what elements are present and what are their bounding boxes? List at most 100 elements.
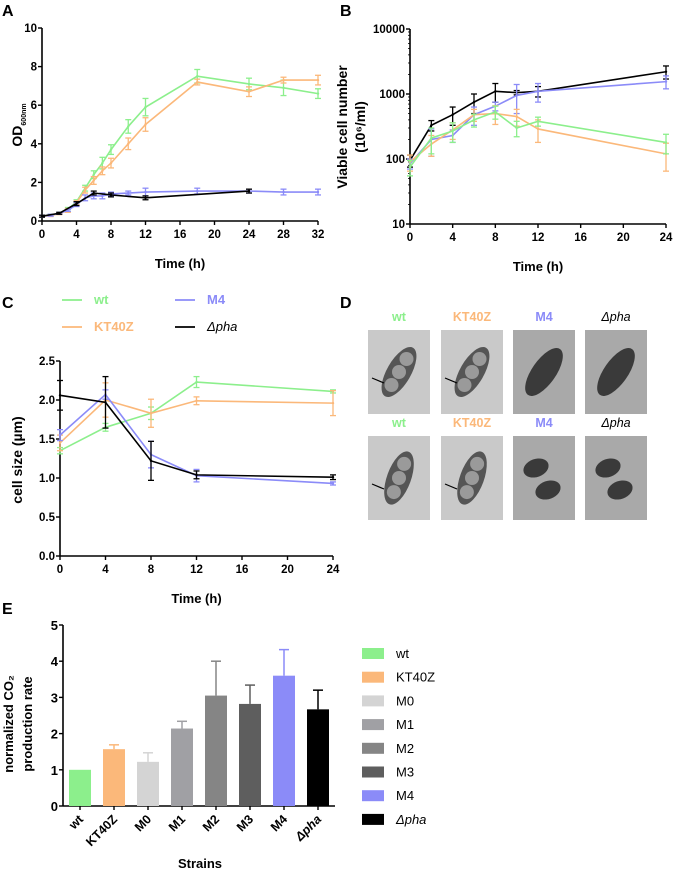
- data-point-KT40Z: [196, 80, 199, 84]
- granule: [465, 471, 479, 485]
- bar-M1: [171, 728, 193, 806]
- bar-pha: [307, 709, 329, 806]
- x-tick-label: 24: [660, 232, 673, 244]
- legend-swatch: [362, 790, 384, 802]
- x-tick-label: 8: [148, 564, 155, 576]
- legend-item-M4: M4: [175, 292, 226, 307]
- panel-label-c: C: [2, 295, 14, 312]
- data-point-wt: [247, 82, 251, 86]
- error-bar-wt: [449, 122, 456, 144]
- data-point-pha: [109, 193, 113, 197]
- x-tick-label: 28: [277, 229, 290, 241]
- data-point-M4: [144, 190, 147, 194]
- y-tick-label: 2.0: [39, 395, 55, 407]
- y-tick-label: 4: [31, 139, 38, 151]
- data-point-wt: [196, 75, 199, 78]
- x-tick-label: 0: [407, 232, 413, 244]
- x-tick-label: 20: [281, 564, 294, 576]
- data-point-M4: [58, 433, 62, 437]
- series-line-wt: [409, 111, 667, 168]
- data-point-M4: [515, 94, 518, 97]
- y-tick-label: 2: [31, 177, 37, 189]
- y-tick-label: 1.5: [39, 434, 56, 446]
- data-point-wt: [101, 161, 104, 165]
- data-point-KT40Z: [282, 78, 285, 82]
- x-tick-label: M0: [132, 812, 154, 834]
- data-point-pha: [331, 476, 335, 479]
- y-tick-label: 1000: [379, 89, 405, 101]
- bar-M3: [239, 703, 261, 806]
- legend-label: KT40Z: [94, 319, 134, 334]
- data-point-pha: [247, 189, 251, 193]
- chart-panel-c: 0 4 8 12 16 20 24 0.0 0.5 1.0 1.5 2.0 2.5 Time (h) cel…: [9, 292, 340, 606]
- legend-swatch: [362, 742, 384, 754]
- data-point-wt: [127, 125, 130, 128]
- data-point-pha: [75, 202, 78, 205]
- data-point-pha: [664, 70, 668, 73]
- data-point-M4: [282, 190, 285, 194]
- y-tick-label: 6: [31, 100, 37, 112]
- legend-swatch: [362, 813, 384, 825]
- data-point-wt: [664, 141, 668, 144]
- legend-item-wt: wt: [62, 292, 109, 307]
- y-axis-label: normalized CO₂: [1, 675, 16, 773]
- x-axis-label: Strains: [178, 856, 222, 871]
- micrograph-panel-d: 8 hwtKT40ZM4Δpha24 hwtKT40ZM4Δpha: [368, 310, 647, 520]
- strain-label: KT40Z: [453, 310, 492, 324]
- x-tick-label: 20: [617, 232, 630, 244]
- granule: [386, 485, 401, 500]
- granule: [465, 365, 479, 379]
- legend-label: KT40Z: [396, 670, 435, 685]
- data-point-wt: [195, 380, 198, 384]
- strain-label: M4: [535, 310, 552, 324]
- data-point-pha: [472, 100, 476, 104]
- x-tick-label: 8: [108, 229, 115, 241]
- granule: [459, 485, 474, 500]
- data-point-KT40Z: [247, 90, 251, 93]
- y-tick-label: 2: [51, 727, 58, 742]
- data-point-pha: [92, 191, 95, 195]
- x-tick-label: 4: [73, 229, 80, 241]
- data-point-KT40Z: [58, 441, 62, 445]
- data-point-wt: [144, 105, 147, 109]
- micrograph-KT40Z-24h: [441, 436, 503, 520]
- data-point-KT40Z: [316, 78, 320, 82]
- y-tick-label: 0.0: [39, 551, 55, 563]
- x-tick-label: 24: [243, 229, 256, 241]
- data-point-pha: [104, 401, 107, 404]
- legend-label: M4: [396, 788, 414, 803]
- data-point-pha: [195, 473, 198, 477]
- panel-label-e: E: [2, 601, 13, 618]
- x-tick-label: 0: [39, 229, 45, 241]
- data-point-wt: [451, 129, 454, 133]
- data-point-M4: [127, 191, 130, 195]
- legend-swatch: [362, 695, 384, 707]
- data-point-wt: [515, 126, 518, 130]
- legend-swatch: [362, 766, 384, 778]
- x-axis-label: Time (h): [171, 591, 221, 606]
- strain-label: KT40Z: [453, 416, 492, 430]
- x-tick-label: M1: [166, 812, 188, 834]
- x-tick-label: 16: [174, 229, 187, 241]
- data-point-KT40Z: [109, 161, 113, 165]
- legend-label: wt: [395, 646, 409, 661]
- granule: [392, 365, 406, 379]
- legend-label: Δpha: [206, 319, 237, 334]
- strain-label: Δpha: [600, 416, 630, 430]
- y-tick-label: 4: [51, 654, 59, 669]
- micrograph-pha-8h: [585, 330, 647, 414]
- legend-item-KT40Z: KT40Z: [362, 670, 435, 685]
- granule: [392, 471, 406, 485]
- strain-label: wt: [391, 310, 407, 324]
- data-point-pha: [144, 196, 147, 200]
- y-tick-label: 100: [386, 154, 405, 166]
- error-bar-M4: [535, 82, 541, 103]
- legend-swatch: [362, 719, 384, 731]
- micrograph-wt-24h: [368, 436, 430, 520]
- bar-wt: [69, 769, 91, 806]
- data-point-pha: [58, 212, 61, 215]
- granule: [457, 377, 472, 392]
- legend-item-M2: M2: [362, 741, 414, 756]
- arrow-icon: [444, 377, 458, 384]
